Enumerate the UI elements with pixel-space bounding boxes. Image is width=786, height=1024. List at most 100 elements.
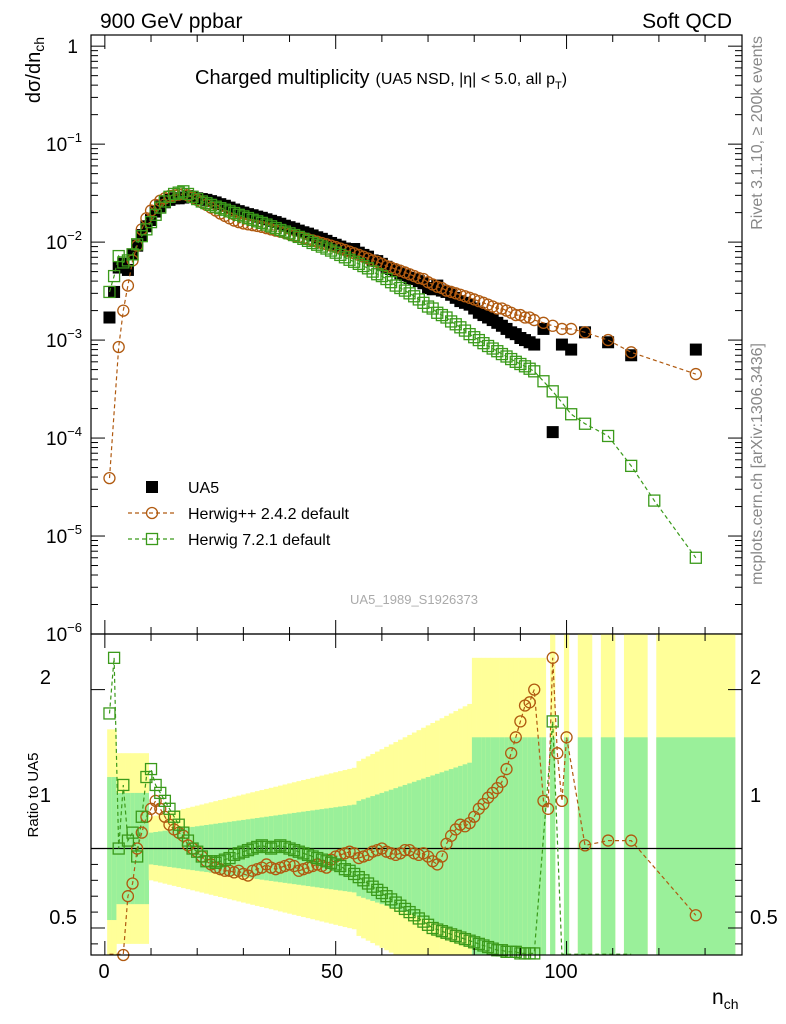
ratio-herwigpp-point <box>514 715 527 728</box>
herwig7-point <box>537 375 550 388</box>
ratio-herwigpp-point <box>551 747 564 760</box>
ratio-herwigpp-point <box>555 794 569 808</box>
ratio-plot-frame <box>90 633 743 956</box>
band-inner <box>656 737 736 955</box>
herwig7-point <box>218 203 232 216</box>
herwigpp-point <box>117 304 130 317</box>
ratio-herwig7-point <box>472 937 485 951</box>
ratio-herwigpp-point <box>486 786 499 800</box>
ratio-ytick-label-05-left: 0.5 <box>49 907 77 929</box>
ratio-ytick-label-2-left: 2 <box>40 667 51 689</box>
herwigpp-point <box>578 326 592 339</box>
legend-label-ua5: UA5 <box>188 480 219 497</box>
herwig7-point <box>278 225 292 238</box>
ratio-herwigpp-point <box>472 802 485 815</box>
ratio-herwig7-point <box>449 929 462 943</box>
herwig7-point <box>449 318 462 331</box>
ratio-herwig7-point <box>431 923 444 936</box>
herwig7-point <box>172 186 185 199</box>
herwig7-point <box>348 255 361 268</box>
ratio-herwig7-point <box>486 942 499 955</box>
herwig7-point <box>131 238 144 251</box>
herwig7-point <box>204 198 218 212</box>
ratio-herwigpp-point <box>444 829 458 842</box>
herwig7-point <box>514 357 527 371</box>
ratio-herwig7-point <box>186 842 199 855</box>
band-inner <box>485 737 491 955</box>
chart-subtitle-text: (UA5 NSD, |η| < 5.0, all p <box>376 71 556 88</box>
herwig7-point <box>458 324 472 337</box>
ratio-herwig7-point <box>375 886 389 900</box>
chart-subtitle-close: ) <box>562 71 567 88</box>
ratio-herwigpp-point <box>131 842 144 855</box>
ratio-herwig7-point <box>112 842 125 855</box>
ratio-herwig7-point <box>292 845 305 858</box>
ratio-herwig7-point <box>287 843 301 857</box>
xtick-label-0: 0 <box>98 961 109 983</box>
herwig7-point <box>251 215 264 228</box>
herwig7-point <box>154 201 167 214</box>
ratio-herwig7-point <box>315 853 329 866</box>
ratio-herwig7-point <box>311 851 324 865</box>
ratio-herwig7-point <box>334 859 347 873</box>
herwig7-point <box>112 249 125 263</box>
band-inner <box>490 737 496 955</box>
ratio-axis-ticks <box>91 634 742 955</box>
band-inner <box>518 737 523 955</box>
herwig7-point <box>149 208 162 221</box>
ratio-herwig7-point <box>181 834 195 847</box>
ratio-herwigpp-point <box>689 909 702 922</box>
ratio-herwig7-point <box>237 845 250 858</box>
band-inner <box>531 737 537 955</box>
x-axis-label-sub: ch <box>724 996 739 1012</box>
ua5-data-point <box>103 311 116 324</box>
herwig7-point <box>117 256 130 269</box>
ratio-herwig7-point <box>223 851 236 865</box>
main-ytick-label: 10−3 <box>46 326 82 352</box>
herwig7-line <box>108 190 697 559</box>
ratio-herwigpp-point <box>578 839 592 852</box>
chart-title: Charged multiplicity (UA5 NSD, |η| < 5.0,… <box>195 67 567 92</box>
herwig7-point <box>426 302 439 315</box>
ratio-ytick-label-2-right: 2 <box>750 667 761 689</box>
herwig7-point <box>601 429 615 443</box>
ratio-ytick-label-1-left: 1 <box>40 785 51 807</box>
ratio-herwig7-point <box>278 840 292 854</box>
x-axis-label-text: n <box>712 986 724 1009</box>
ratio-herwig7-point <box>509 945 522 958</box>
ratio-herwig7-point <box>343 864 356 877</box>
header-left-label: 900 GeV ppbar <box>100 10 242 33</box>
ratio-herwigpp-point <box>421 850 435 863</box>
x-axis-label: nch <box>712 986 738 1012</box>
ratio-herwig7-point <box>348 867 361 881</box>
band-inner <box>494 737 500 955</box>
herwigpp-point <box>601 333 615 347</box>
band-inner <box>513 737 519 955</box>
rivet-side-text: Rivet 3.1.10, ≥ 200k events <box>749 36 766 230</box>
ratio-herwigpp-point <box>481 791 495 804</box>
herwig7-point <box>324 244 338 257</box>
ratio-herwig7-point <box>117 778 130 792</box>
herwig7-point <box>287 228 301 242</box>
ratio-ytick-label-1-right: 1 <box>750 785 761 807</box>
ratio-herwig7-point <box>126 826 139 839</box>
herwigpp-point <box>121 279 135 292</box>
ratio-herwigpp-point <box>546 651 559 664</box>
ratio-herwigpp-point <box>625 834 638 847</box>
herwig7-point <box>223 205 236 218</box>
main-y-axis-label-text: dσ/dn <box>23 52 45 103</box>
herwig7-point <box>191 192 204 206</box>
band-inner <box>504 737 510 955</box>
band-inner <box>499 737 505 955</box>
ratio-herwig7-point <box>191 845 204 858</box>
herwigpp-point <box>241 218 255 231</box>
ratio-herwig7-point <box>195 850 208 863</box>
ratio-herwig7-point <box>227 848 241 862</box>
analysis-watermark: UA5_1989_S1926373 <box>350 592 478 607</box>
band-inner <box>522 737 528 955</box>
herwig7-point <box>528 365 541 378</box>
herwig7-point <box>380 272 393 286</box>
herwig7-point <box>241 211 255 225</box>
herwigpp-point <box>625 346 638 359</box>
